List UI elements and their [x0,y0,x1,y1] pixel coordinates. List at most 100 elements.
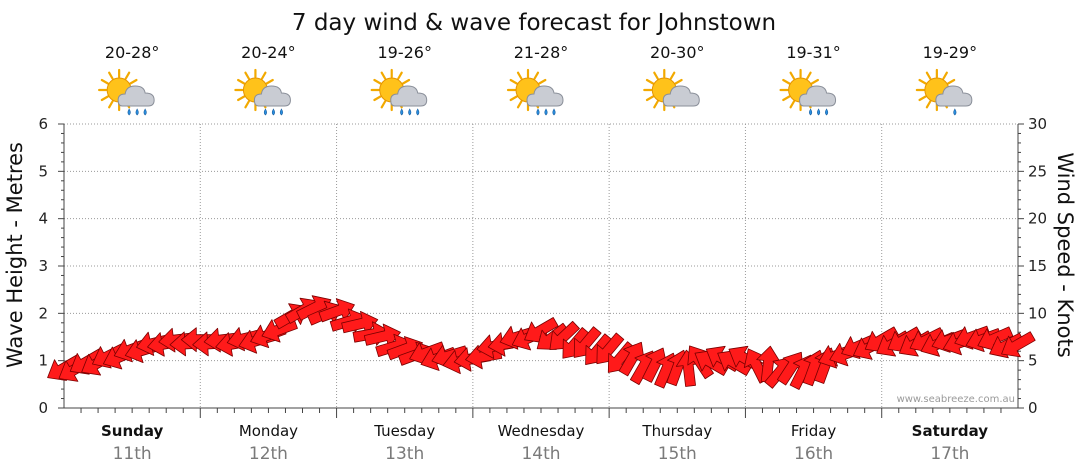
sun-ray [645,78,655,85]
sun-cloud-rain-icon [98,68,155,116]
y-left-tick-label: 2 [38,304,48,322]
rain-drop [263,108,267,116]
sun-ray [947,78,956,85]
y-right-tick-label: 15 [1028,257,1047,275]
sun-ray [942,71,948,80]
day-name-label: Sunday [101,422,164,440]
y-right-tick-label: 20 [1028,210,1047,228]
y-left-title: Wave Height - Metres [3,142,27,368]
y-left-tick-label: 4 [38,210,48,228]
sun-ray [509,78,518,85]
cloud-shape [526,85,564,107]
day-date-label: 17th [930,444,969,464]
wind-arrow [1001,331,1036,358]
cloud-shape [253,85,291,107]
temperature-range: 20-28° [105,43,160,62]
temperature-range: 19-26° [377,43,432,62]
sun-ray [782,78,791,85]
sun-ray [645,95,655,102]
sun-ray [805,71,812,80]
sun-ray [108,100,114,109]
y-right-tick-label: 0 [1028,399,1038,417]
rain-drop [135,108,139,116]
sun-ray [782,95,791,102]
sun-ray [925,100,932,109]
sun-ray [260,71,267,80]
temperature-range: 21-28° [514,43,569,62]
sun-ray [237,78,246,85]
temperature-range: 19-31° [786,43,841,62]
sun-ray [918,78,927,85]
sun-ray [124,71,131,80]
sun-ray [100,95,109,102]
rain-drop [408,108,412,116]
rain-drop [279,108,283,116]
sun-ray [653,71,659,80]
sun-ray [129,78,138,85]
cloud-shape [935,85,973,107]
day-name-label: Saturday [912,422,989,440]
sun-ray [789,71,796,80]
sun-ray [653,100,659,109]
day-date-label: 15th [658,444,697,464]
rain-drop [143,108,147,116]
rain-drop [809,108,813,116]
rain-drop [127,108,131,116]
rain-drop [416,108,420,116]
temperature-range: 20-24° [241,43,296,62]
sun-ray [244,100,251,109]
day-name-label: Thursday [641,422,712,440]
wind-arrow [363,323,401,348]
y-left-tick-label: 3 [38,257,48,275]
day-name-label: Monday [239,422,298,440]
sun-ray [516,100,523,109]
y-right-tick-label: 30 [1028,115,1047,133]
y-left-tick-label: 5 [38,162,48,180]
day-date-label: 11th [113,444,152,464]
sun-ray [380,71,387,80]
cloud-shape [662,85,700,107]
sun-cloud-rain-icon [779,68,837,116]
y-right-title: Wind Speed - Knots [1053,152,1077,357]
y-right-tick-label: 10 [1028,304,1047,322]
rain-drop [271,108,275,116]
chart-title: 7 day wind & wave forecast for Johnstown [292,10,776,36]
sun-ray [380,100,387,109]
wind-arrow [618,341,645,377]
sun-cloud-rain-icon [234,68,291,116]
rain-drop [552,108,556,116]
y-left-tick-label: 1 [38,352,48,370]
wind-arrow [341,311,379,336]
rain-drop [817,108,821,116]
day-name-label: Tuesday [373,422,435,440]
cloud-shape [799,85,837,107]
day-date-label: 14th [521,444,560,464]
sun-ray [533,71,540,80]
sun-cloud-rain-icon [370,68,428,116]
sun-ray [100,78,109,85]
sun-ray [918,95,927,102]
rain-drop [536,108,540,116]
sun-ray [925,71,932,80]
sun-ray [674,78,683,85]
sun-ray [516,71,523,80]
rain-drop [400,108,404,116]
rain-drop [953,108,957,116]
sun-ray [265,78,274,85]
day-name-label: Wednesday [498,422,585,440]
day-date-label: 12th [249,444,288,464]
sun-ray [669,71,676,80]
watermark: www.seabreeze.com.au [897,394,1015,405]
sun-ray [373,78,382,85]
y-right-tick-label: 25 [1028,162,1047,180]
y-left-tick-label: 6 [38,115,48,133]
temperature-range: 19-29° [923,43,978,62]
sun-ray [509,95,518,102]
rain-drop [825,108,829,116]
sun-cloud-icon [643,68,700,112]
sun-ray [789,100,796,109]
sun-ray [397,71,403,80]
day-date-label: 13th [385,444,424,464]
sun-ray [373,95,382,102]
day-date-label: 16th [794,444,833,464]
